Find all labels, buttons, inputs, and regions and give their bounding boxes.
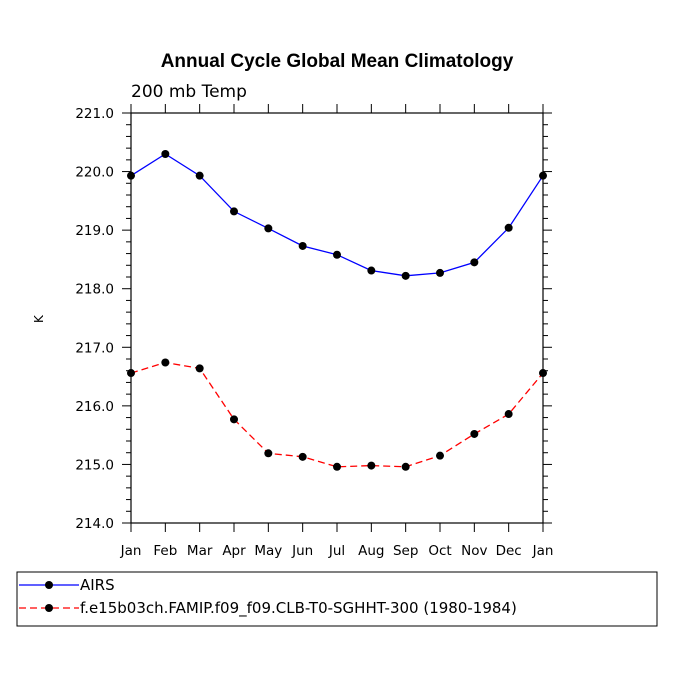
series-layer — [127, 150, 547, 471]
x-tick-label: Nov — [461, 543, 487, 559]
data-point — [333, 250, 341, 259]
y-tick-label: 217.0 — [75, 340, 114, 356]
y-axis-label: K — [32, 314, 46, 323]
series-line — [130, 361, 544, 468]
y-tick-label: 214.0 — [75, 516, 114, 532]
data-point — [195, 171, 204, 180]
data-point — [333, 462, 341, 471]
data-point — [230, 207, 238, 216]
y-tick-label: 221.0 — [75, 106, 114, 122]
data-point — [230, 415, 238, 424]
x-tick-label: May — [254, 543, 282, 559]
data-point — [401, 271, 410, 280]
y-tick-label: 219.0 — [75, 223, 114, 239]
chart-title: Annual Cycle Global Mean Climatology — [161, 51, 514, 72]
legend-label: AIRS — [80, 576, 115, 594]
plot-frame — [130, 112, 544, 524]
legend-label: f.e15b03ch.FAMIP.f09_f09.CLB-T0-SGHHT-30… — [80, 599, 517, 618]
x-tick-label: Dec — [496, 543, 522, 559]
data-point — [470, 258, 479, 267]
y-tick-label: 216.0 — [75, 399, 114, 415]
x-tick-label: Mar — [187, 543, 213, 559]
y-tick-label: 218.0 — [75, 282, 114, 298]
data-point — [436, 268, 444, 277]
y-tick-label: 220.0 — [75, 165, 114, 181]
data-point — [539, 369, 547, 378]
data-point — [436, 451, 444, 460]
x-tick-label: Aug — [358, 543, 384, 559]
chart-subtitle: 200 mb Temp — [131, 82, 247, 102]
data-point — [504, 410, 513, 419]
data-point — [298, 452, 307, 461]
x-tick-label: Apr — [222, 543, 246, 559]
data-point — [539, 171, 547, 180]
data-point — [367, 461, 376, 470]
data-point — [401, 462, 410, 471]
data-point — [367, 266, 376, 275]
x-tick-label: Sep — [393, 543, 418, 559]
data-point — [504, 223, 513, 232]
tick-labels: 214.0 215.0 216.0 217.0 218.0 219.0 220.0 221.0… — [75, 106, 553, 559]
legend-marker — [45, 581, 53, 589]
data-point — [127, 171, 135, 180]
data-point — [195, 364, 204, 373]
x-tick-label: Jul — [328, 543, 345, 559]
x-tick-label: Feb — [153, 543, 177, 559]
x-tick-label: Jan — [120, 543, 142, 559]
data-point — [161, 150, 170, 158]
legend-marker — [45, 604, 53, 612]
x-tick-label: Oct — [428, 543, 451, 559]
data-point — [161, 358, 170, 367]
data-point — [298, 241, 307, 250]
x-tick-label: Jan — [532, 543, 554, 559]
data-point — [127, 369, 135, 378]
data-point — [470, 429, 479, 438]
x-tick-label: Jun — [291, 543, 313, 559]
ticks — [122, 104, 552, 532]
data-point — [264, 224, 273, 233]
y-tick-label: 215.0 — [75, 457, 114, 473]
data-point — [264, 449, 273, 458]
legend: AIRS f.e15b03ch.FAMIP.f09_f09.CLB-T0-SGHH… — [19, 576, 517, 618]
legend-box — [16, 571, 658, 627]
